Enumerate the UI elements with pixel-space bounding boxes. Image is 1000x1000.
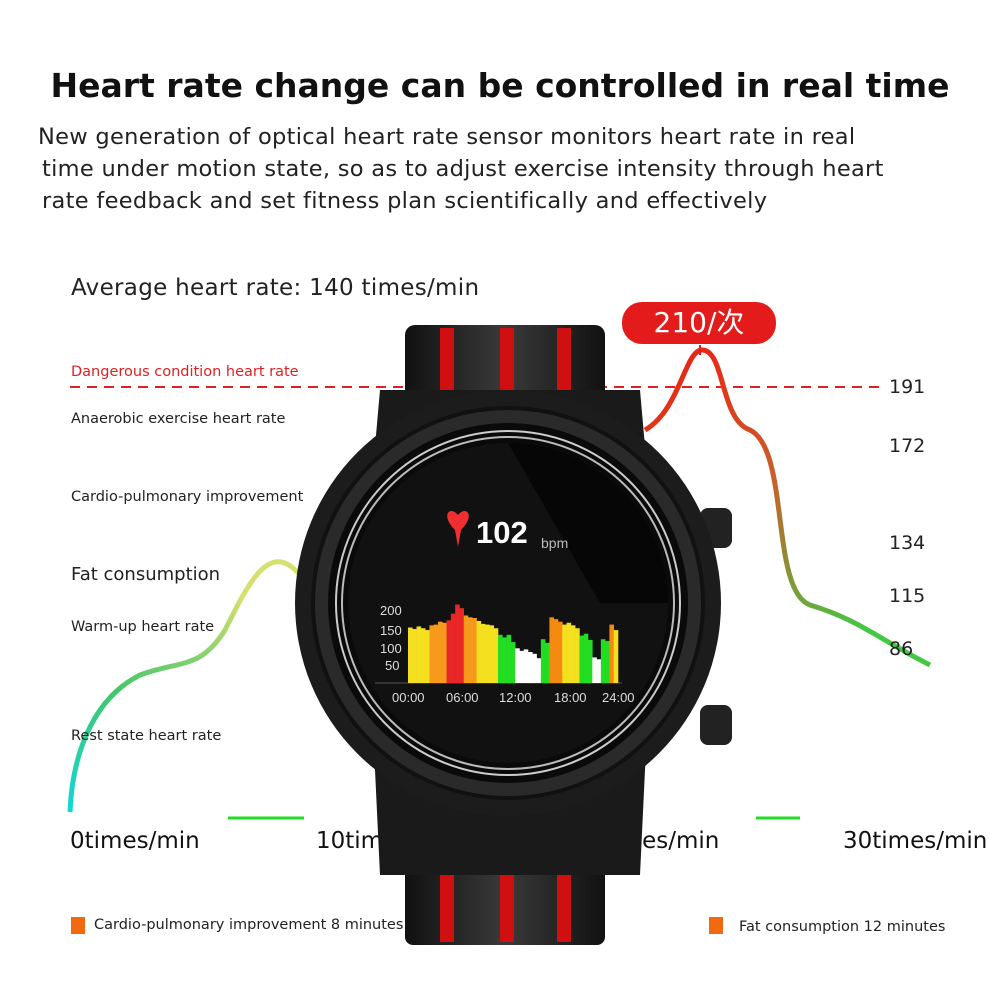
chart-bar: [588, 639, 593, 683]
chart-bar: [489, 625, 495, 683]
chart-bar: [558, 621, 563, 683]
chart-bar: [540, 639, 546, 683]
chart-bar: [596, 659, 602, 683]
axis-label-30: 30times/min: [843, 828, 988, 854]
chart-bar: [485, 624, 490, 683]
chart-bar: [425, 630, 430, 683]
chart-bar: [416, 626, 422, 683]
chart-bar: [429, 625, 435, 683]
chart-bar: [515, 648, 520, 683]
chart-bar: [446, 620, 452, 683]
chart-bar: [532, 653, 537, 683]
level-115: 115: [889, 585, 926, 607]
average-heart-rate: Average heart rate: 140 times/min: [71, 275, 480, 301]
subtitle-line-3: rate feedback and set fitness plan scien…: [42, 188, 768, 214]
x-tick-1200: 12:00: [499, 690, 532, 705]
chart-bar: [463, 615, 469, 683]
legend-swatch-cardio: [71, 917, 85, 934]
level-172: 172: [889, 435, 926, 457]
zone-cardio: Cardio-pulmonary improvement: [71, 489, 304, 505]
chart-bar: [609, 624, 615, 683]
axis-label-0: 0times/min: [70, 828, 200, 854]
y-tick-200: 200: [380, 603, 402, 618]
chart-bar: [438, 621, 443, 683]
chart-bar: [408, 627, 413, 683]
chart-bar: [562, 624, 567, 683]
chart-bar: [502, 637, 507, 683]
chart-bar: [523, 649, 529, 683]
chart-bar: [476, 620, 482, 683]
zone-anaerobic: Anaerobic exercise heart rate: [71, 411, 286, 427]
y-tick-100: 100: [380, 641, 402, 656]
x-tick-2400: 24:00: [602, 690, 635, 705]
heart-icon: [447, 510, 469, 547]
chart-bar: [498, 634, 503, 683]
x-tick-0600: 06:00: [446, 690, 479, 705]
x-tick-0000: 00:00: [392, 690, 425, 705]
chart-bar: [442, 622, 447, 683]
chart-bar: [545, 642, 550, 683]
x-tick-1800: 18:00: [554, 690, 587, 705]
chart-bar: [566, 622, 572, 683]
chart-bar: [592, 657, 597, 683]
chart-bar: [528, 651, 533, 683]
bpm-value: 102: [476, 515, 528, 550]
bpm-unit: bpm: [541, 535, 569, 551]
chart-bar: [553, 619, 559, 683]
y-tick-150: 150: [380, 623, 402, 638]
chart-bar: [600, 639, 606, 683]
level-86: 86: [889, 638, 914, 660]
chart-bar: [536, 658, 542, 683]
level-134: 134: [889, 532, 926, 554]
chart-bar: [459, 608, 465, 683]
chart-bar: [420, 628, 426, 683]
chart-bar: [613, 630, 619, 683]
y-tick-50: 50: [385, 658, 400, 673]
chart-bar: [519, 650, 525, 683]
headline: Heart rate change can be controlled in r…: [50, 66, 950, 105]
chart-bar: [480, 623, 486, 683]
chart-bar: [412, 628, 417, 683]
chart-bar: [579, 635, 585, 683]
chart-bar: [455, 604, 460, 683]
subtitle-line-1: New generation of optical heart rate sen…: [38, 124, 856, 150]
chart-bar: [583, 633, 589, 683]
chart-bar: [510, 642, 516, 683]
chart-bar: [472, 618, 477, 683]
chart-bar: [450, 613, 456, 683]
legend-fat: Fat consumption 12 minutes: [739, 919, 946, 935]
chart-bar: [433, 624, 439, 683]
subtitle-line-2: time under motion state, so as to adjust…: [42, 156, 884, 182]
chart-bar: [468, 617, 473, 683]
chart-bar: [605, 641, 610, 683]
chart-bar: [493, 628, 499, 683]
level-191: 191: [889, 376, 926, 398]
zone-rest: Rest state heart rate: [71, 728, 222, 744]
crown-button-bottom: [700, 705, 732, 745]
legend-swatch-fat: [709, 917, 723, 934]
legend-cardio: Cardio-pulmonary improvement 8 minutes: [94, 917, 404, 933]
zone-dangerous: Dangerous condition heart rate: [71, 364, 299, 380]
peak-heart-rate-badge: 210/次: [622, 302, 776, 344]
watch-bar-chart: [408, 604, 619, 683]
chart-bar: [506, 634, 512, 683]
chart-bar: [570, 625, 576, 683]
zone-fat: Fat consumption: [71, 564, 221, 585]
zone-warmup: Warm-up heart rate: [71, 619, 215, 635]
chart-bar: [575, 628, 580, 683]
chart-bar: [549, 617, 555, 683]
